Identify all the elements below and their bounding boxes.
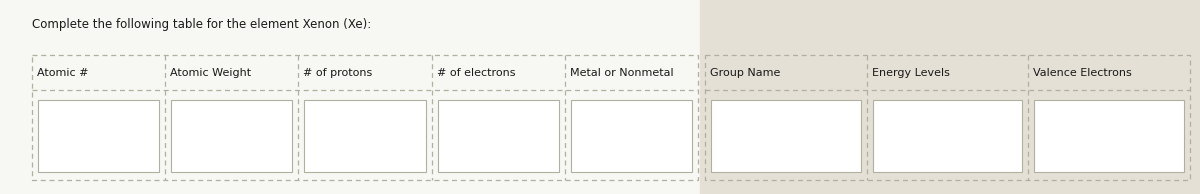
Bar [1034,100,1184,172]
Text: Valence Electrons: Valence Electrons [1033,68,1132,77]
Text: # of protons: # of protons [304,68,373,77]
Text: Metal or Nonmetal: Metal or Nonmetal [570,68,673,77]
Bar [172,100,293,172]
Text: Atomic #: Atomic # [37,68,89,77]
Bar [32,55,698,180]
Bar [571,100,692,172]
Text: Complete the following table for the element Xenon (Xe):: Complete the following table for the ele… [32,18,371,31]
Text: Atomic Weight: Atomic Weight [170,68,251,77]
Bar [710,100,860,172]
Bar [0,0,700,194]
Bar [872,100,1022,172]
Text: Energy Levels: Energy Levels [871,68,949,77]
Text: Group Name: Group Name [710,68,780,77]
Bar [706,55,1190,180]
Bar [700,0,1200,194]
Bar [38,100,160,172]
Text: # of electrons: # of electrons [437,68,515,77]
Bar [305,100,426,172]
Bar [438,100,559,172]
